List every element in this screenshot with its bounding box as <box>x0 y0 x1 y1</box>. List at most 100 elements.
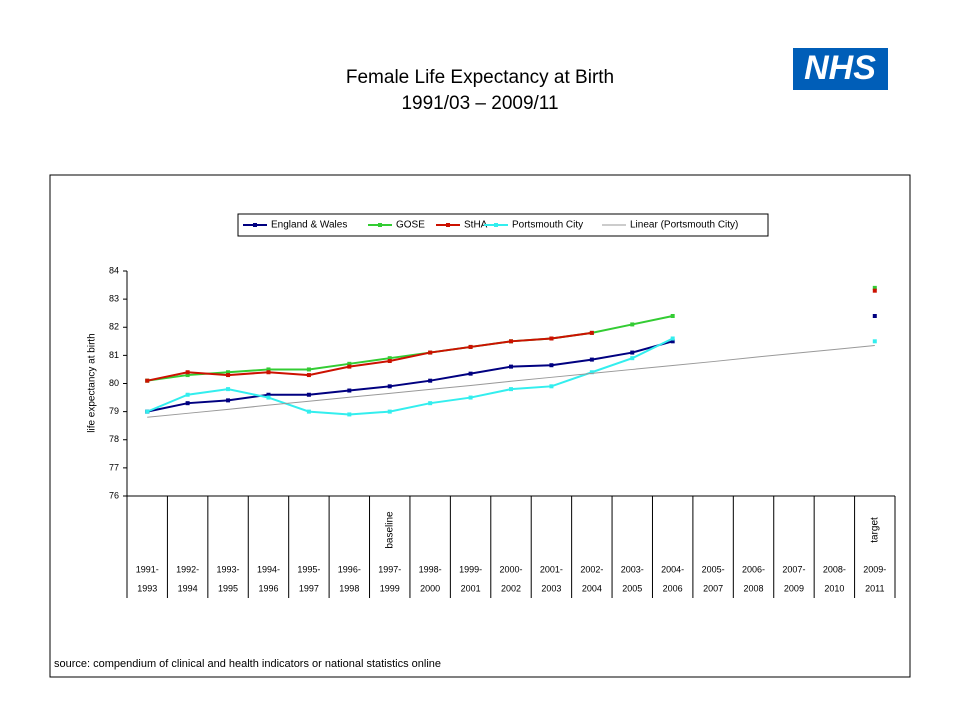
point-marker <box>872 288 877 293</box>
point-marker <box>509 387 513 392</box>
x-tick-label: 1998 <box>339 583 359 593</box>
legend-label: England & Wales <box>271 220 347 231</box>
point-marker <box>347 364 352 369</box>
point-marker <box>226 373 231 378</box>
x-tick-label: 2002 <box>501 583 521 593</box>
x-tick-label: 2005- <box>702 564 725 574</box>
point-marker <box>145 409 150 414</box>
point-marker <box>428 378 433 383</box>
point-marker <box>387 359 392 363</box>
legend-marker <box>378 223 382 227</box>
x-tick-label: 2001 <box>461 583 481 593</box>
x-tick-label: 1993- <box>217 564 240 574</box>
point-marker <box>872 339 877 344</box>
x-tick-label: 1999- <box>459 564 482 574</box>
point-marker <box>306 367 311 372</box>
chart-subtitle: 1991/03 – 2009/11 <box>401 93 558 114</box>
point-marker <box>428 350 433 355</box>
x-tick-label: 1996- <box>338 564 361 574</box>
point-marker <box>185 370 190 375</box>
x-tick-label: 1995- <box>297 564 320 574</box>
x-tick-label: 2009 <box>784 583 804 593</box>
x-tick-label: 2005 <box>622 583 642 593</box>
x-tick-label: 1997 <box>299 583 319 593</box>
point-marker <box>872 314 877 318</box>
x-tick-label: 1993 <box>137 583 157 593</box>
y-tick-label: 80 <box>109 378 119 388</box>
source-note: source: compendium of clinical and healt… <box>54 658 441 670</box>
legend-marker <box>446 223 450 227</box>
point-marker <box>589 330 594 335</box>
y-tick-label: 83 <box>109 294 119 304</box>
point-marker <box>185 373 190 378</box>
point-marker <box>347 388 352 393</box>
x-tick-label: 1996 <box>258 583 278 593</box>
chart-title: Female Life Expectancy at Birth <box>346 67 614 88</box>
point-marker <box>347 412 352 417</box>
point-marker <box>509 339 513 344</box>
y-axis-label: life expectancy at birth <box>87 333 98 433</box>
point-marker <box>306 392 311 397</box>
point-marker <box>549 384 554 389</box>
x-tick-label: 2007 <box>703 583 723 593</box>
point-marker <box>266 370 271 375</box>
point-marker <box>670 336 675 341</box>
y-tick-label: 77 <box>109 462 119 472</box>
point-marker <box>185 401 190 406</box>
annotation: baseline <box>384 511 395 549</box>
x-tick-label: 2004- <box>661 564 684 574</box>
point-marker <box>589 357 594 362</box>
x-tick-label: 2008- <box>823 564 846 574</box>
point-marker <box>185 392 190 397</box>
point-marker <box>226 370 231 375</box>
x-tick-label: 2008 <box>744 583 764 593</box>
point-marker <box>266 392 271 397</box>
point-marker <box>630 356 635 361</box>
x-tick-label: 2004 <box>582 583 602 593</box>
point-marker <box>428 401 433 406</box>
point-marker <box>670 314 675 318</box>
x-tick-label: 2003 <box>541 583 561 593</box>
legend-label: Linear (Portsmouth City) <box>630 220 738 231</box>
y-tick-label: 79 <box>109 406 119 416</box>
point-marker <box>266 367 271 372</box>
x-tick-label: 1994- <box>257 564 280 574</box>
x-tick-label: 1995 <box>218 583 238 593</box>
x-tick-label: 1994 <box>178 583 198 593</box>
point-marker <box>549 363 554 368</box>
point-marker <box>226 387 231 392</box>
point-marker <box>347 361 352 366</box>
x-tick-label: 2011 <box>865 583 884 593</box>
point-marker <box>872 285 877 290</box>
point-marker <box>630 322 635 327</box>
legend-label: StHA <box>464 220 488 231</box>
nhs-logo-text: NHS <box>804 49 876 87</box>
x-tick-label: 1999 <box>380 583 400 593</box>
y-tick-label: 82 <box>109 322 119 332</box>
point-marker <box>589 370 594 375</box>
annotation: target <box>869 517 880 543</box>
point-marker <box>306 373 311 378</box>
x-tick-label: 2003- <box>621 564 644 574</box>
series-line <box>147 345 875 418</box>
nhs-logo <box>793 48 888 90</box>
point-marker <box>387 384 392 389</box>
point-marker <box>630 350 635 355</box>
point-marker <box>266 395 271 400</box>
legend-marker <box>253 223 257 227</box>
x-tick-label: 2002- <box>580 564 603 574</box>
x-tick-label: 1992- <box>176 564 199 574</box>
x-tick-label: 2009- <box>863 564 886 574</box>
y-tick-label: 78 <box>109 434 119 444</box>
point-marker <box>387 356 392 361</box>
x-tick-label: 2000 <box>420 583 440 593</box>
point-marker <box>468 344 473 349</box>
legend-marker <box>494 223 498 227</box>
x-tick-label: 2001- <box>540 564 563 574</box>
point-marker <box>549 336 554 341</box>
x-tick-label: 2006 <box>663 583 683 593</box>
point-marker <box>468 395 473 400</box>
x-tick-label: 2007- <box>782 564 805 574</box>
legend-label: GOSE <box>396 220 425 231</box>
